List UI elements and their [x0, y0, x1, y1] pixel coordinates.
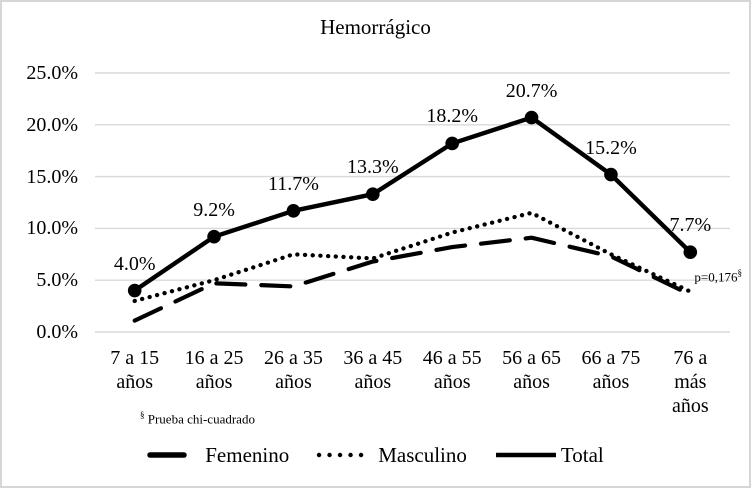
total-point-label: 18.2% [426, 105, 479, 128]
legend-swatch-masculino-dotted-icon [317, 452, 374, 458]
x-category-label: 66 a 75 años [581, 347, 641, 393]
legend-label-total: Total [560, 443, 604, 467]
total-point-label: 4.0% [113, 252, 156, 275]
x-category-label: 56 a 65 años [502, 347, 561, 393]
footnote-text: Prueba chi-cuadrado [144, 411, 255, 427]
total-point-label: 13.3% [346, 156, 399, 179]
p-value-annotation: p=0,176§ [642, 266, 742, 284]
legend: Femenino Masculino Total [2, 440, 749, 470]
footnote-sup: § [140, 410, 145, 420]
series-total-line [132, 115, 693, 293]
y-tick-label: 5.0% [36, 269, 78, 292]
legend-label-masculino: Masculino [378, 443, 467, 467]
legend-label-femenino: Femenino [205, 443, 290, 467]
total-marker [445, 136, 459, 151]
x-category-label: 46 a 55 años [422, 347, 482, 393]
y-tick-label: 0.0% [36, 321, 78, 343]
y-tick-label: 25.0% [26, 62, 78, 84]
total-point-label: 11.7% [267, 172, 319, 195]
total-marker [286, 203, 301, 218]
total-marker [683, 245, 698, 260]
x-category-label: 26 a 35 años [263, 347, 323, 393]
chart-title: Hemorrágico [320, 15, 431, 39]
total-marker [207, 229, 221, 244]
total-point-label: 9.2% [193, 198, 235, 221]
series-femenino-line [132, 235, 693, 323]
total-point-label: 15.2% [585, 136, 637, 159]
y-tick-label: 15.0% [26, 165, 78, 188]
x-category-label: 7 a 15 años [110, 347, 160, 393]
p-value-sup: § [737, 268, 743, 278]
total-marker [604, 167, 618, 182]
chi-square-footnote: § Prueba chi-cuadrado [140, 407, 255, 427]
x-category-label: 76 a más años [671, 347, 709, 417]
x-category-label: 36 a 45 años [343, 347, 403, 393]
total-marker [524, 110, 539, 125]
y-tick-label: 20.0% [26, 113, 78, 136]
total-marker [127, 283, 142, 298]
series-masculino-line [132, 210, 693, 304]
total-marker [366, 187, 380, 202]
x-category-label: 16 a 25 años [184, 347, 244, 393]
legend-swatch-femenino-dash-icon [147, 452, 187, 458]
total-point-label: 7.7% [669, 214, 712, 237]
p-value-text: p=0,176 [694, 269, 738, 285]
total-point-label: 20.7% [505, 79, 558, 102]
legend-swatch-total-line-icon [495, 452, 556, 458]
y-tick-label: 10.0% [26, 217, 78, 240]
